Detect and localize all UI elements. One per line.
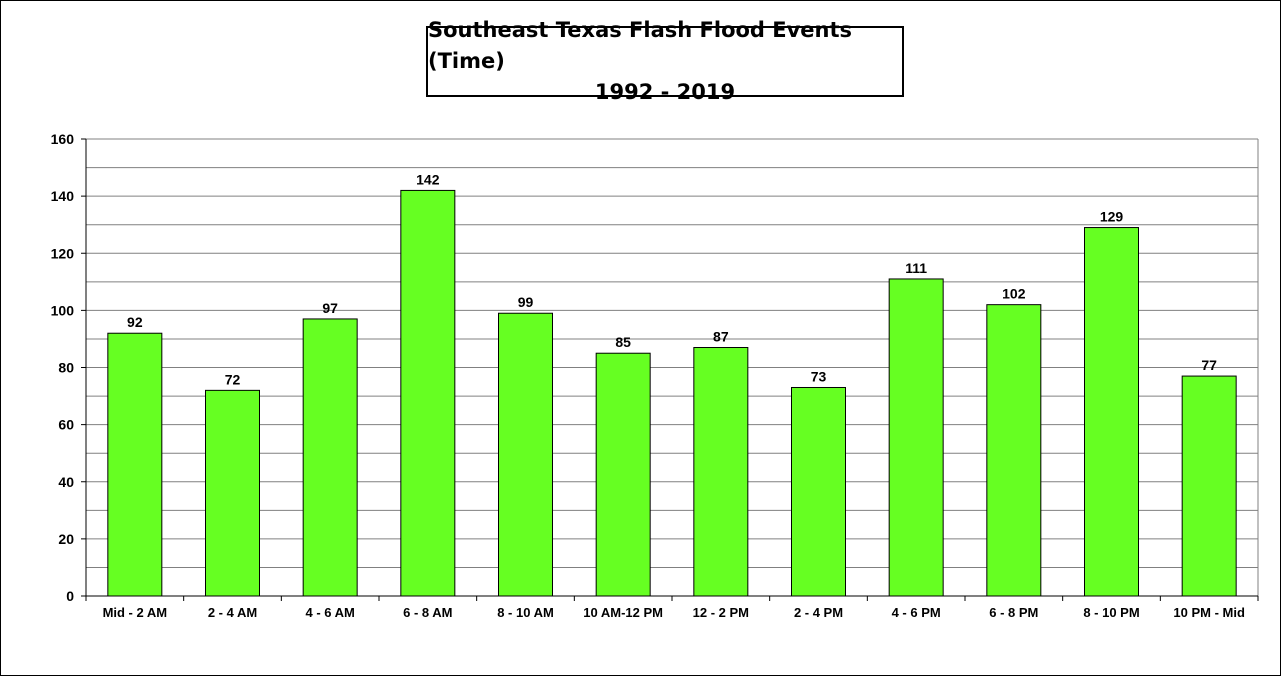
x-tick-label: 4 - 6 AM xyxy=(305,605,354,620)
x-tick-label: 12 - 2 PM xyxy=(693,605,749,620)
bar xyxy=(1181,375,1237,597)
y-tick-label: 100 xyxy=(51,302,75,318)
data-label: 142 xyxy=(416,171,440,187)
bar xyxy=(205,389,260,597)
labels: 92 Mid - 2 AM 72 2 - 4 AM 97 4 - 6 AM 142 6 - 8… xyxy=(51,131,1245,620)
data-label: 85 xyxy=(615,334,631,350)
bar xyxy=(693,347,749,597)
x-tick-label: 6 - 8 PM xyxy=(989,605,1038,620)
chart-title: Southeast Texas Flash Flood Events (Time… xyxy=(428,18,853,73)
data-label: 77 xyxy=(1201,357,1217,373)
x-tick-label: 2 - 4 AM xyxy=(208,605,257,620)
y-tick-label: 60 xyxy=(58,417,74,433)
x-tick-label: 6 - 8 AM xyxy=(403,605,452,620)
bar xyxy=(791,386,846,597)
x-tick-label: 2 - 4 PM xyxy=(794,605,843,620)
bar xyxy=(107,332,163,597)
data-label: 92 xyxy=(127,314,143,330)
y-tick-label: 160 xyxy=(51,131,75,147)
gridlines xyxy=(86,138,1259,596)
bar xyxy=(1084,227,1139,597)
data-label: 87 xyxy=(713,329,729,345)
y-tick-label: 140 xyxy=(51,188,75,204)
bar xyxy=(400,189,456,597)
data-label: 73 xyxy=(811,368,827,384)
bars xyxy=(107,189,1237,597)
x-tick-label: 4 - 6 PM xyxy=(892,605,941,620)
bar xyxy=(498,312,553,597)
bar xyxy=(302,318,358,597)
x-tick-label: 8 - 10 PM xyxy=(1083,605,1139,620)
y-tick-label: 0 xyxy=(66,588,74,604)
data-label: 102 xyxy=(1002,286,1026,302)
bar xyxy=(595,352,651,597)
chart-subtitle: 1992 - 2019 xyxy=(594,80,736,104)
x-tick-label: 8 - 10 AM xyxy=(497,605,554,620)
y-tick-label: 80 xyxy=(58,360,74,376)
data-label: 129 xyxy=(1100,209,1124,225)
data-label: 111 xyxy=(905,260,927,276)
x-tick-label: 10 PM - Mid xyxy=(1173,605,1245,620)
y-tick-label: 20 xyxy=(58,531,74,547)
x-tick-label: 10 AM-12 PM xyxy=(583,605,663,620)
data-label: 72 xyxy=(225,371,241,387)
bar xyxy=(888,278,944,597)
data-label: 97 xyxy=(322,300,338,316)
chart-title-box: Southeast Texas Flash Flood Events (Time… xyxy=(426,18,904,104)
bar xyxy=(986,304,1042,597)
y-tick-label: 120 xyxy=(51,245,75,261)
x-tick-label: Mid - 2 AM xyxy=(103,605,168,620)
y-tick-label: 40 xyxy=(58,474,74,490)
data-label: 99 xyxy=(518,294,534,310)
axes xyxy=(81,138,1259,601)
